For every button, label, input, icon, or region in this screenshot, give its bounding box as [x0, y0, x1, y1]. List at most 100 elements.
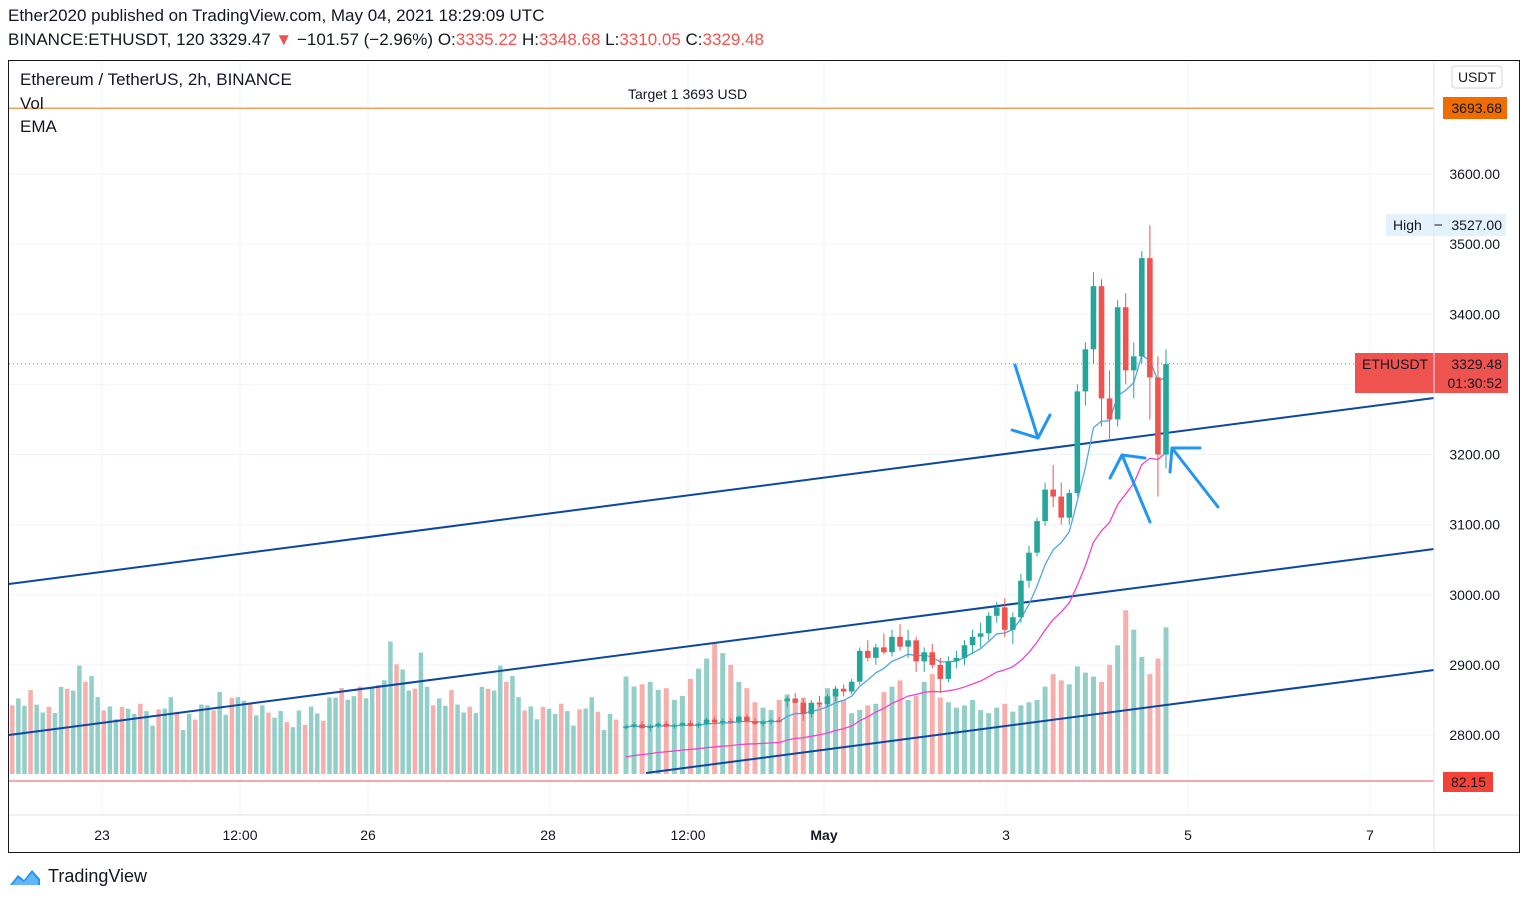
volume-bar: [345, 699, 350, 774]
volume-bar: [800, 697, 806, 774]
volume-bar: [1058, 680, 1064, 774]
candle-body: [1082, 349, 1089, 392]
candle-body: [856, 650, 863, 682]
volume-bar: [552, 713, 558, 774]
candle-body: [881, 647, 887, 653]
candle-body: [824, 696, 831, 705]
volume-bar: [449, 690, 454, 774]
volume-bar: [571, 725, 576, 774]
volume-bar: [266, 712, 271, 774]
arrow-head: [1010, 413, 1052, 440]
volume-bar: [363, 698, 369, 774]
volume-bar: [327, 697, 332, 774]
volume-bar: [193, 719, 198, 774]
volume-bar: [412, 688, 418, 774]
candle-body: [1050, 489, 1056, 497]
candle-body: [1026, 552, 1032, 581]
candle-body: [719, 720, 726, 723]
volume-bar: [46, 706, 52, 774]
candle-body: [1002, 607, 1008, 630]
candle-body: [1010, 617, 1016, 630]
last-price-value: 3329.48: [1451, 356, 1502, 372]
volume-bar: [162, 708, 167, 774]
volume-bar: [1082, 672, 1088, 774]
volume-bar: [58, 686, 64, 774]
candle-body: [631, 724, 637, 727]
candle-body: [848, 681, 855, 692]
volume-bar: [994, 707, 1000, 774]
ema-slow-line: [625, 452, 1167, 758]
volume-bar: [223, 714, 228, 774]
candle-body: [760, 721, 766, 724]
time-tick-label: 28: [540, 827, 556, 843]
down-triangle-icon: ▼: [275, 30, 293, 49]
volume-bar: [254, 715, 259, 774]
candle-body: [1155, 377, 1161, 455]
volume-bar: [260, 705, 265, 774]
currency-label: USDT: [1458, 69, 1497, 85]
candle-body: [1066, 493, 1073, 518]
volume-bar: [174, 711, 180, 774]
legend-vol: Vol: [20, 94, 44, 113]
candle-body: [808, 702, 815, 714]
candle-body: [679, 723, 686, 726]
volume-bar: [290, 727, 296, 774]
volume-bar: [760, 707, 766, 774]
tradingview-logo[interactable]: TradingView: [8, 866, 147, 887]
volume-bar: [540, 706, 546, 774]
candle-body: [647, 725, 653, 728]
volume-bar: [376, 685, 381, 774]
candle-body: [961, 645, 968, 658]
currency-box[interactable]: [1451, 65, 1503, 89]
volume-bar: [889, 686, 895, 774]
time-tick-label: 23: [94, 827, 110, 843]
volume-bar: [776, 699, 782, 774]
last-symbol-label: ETHUSDT: [1362, 356, 1429, 372]
volume-bar: [473, 713, 479, 774]
volume-bar: [406, 690, 411, 774]
volume-bar: [1042, 686, 1048, 774]
low-value: 3310.05: [619, 30, 681, 49]
volume-bar: [937, 697, 943, 774]
volume-bar: [583, 708, 588, 774]
candle-body: [1147, 258, 1153, 378]
candle-body: [623, 726, 629, 729]
volume-bar: [144, 711, 149, 774]
high-label: H:: [521, 30, 539, 49]
volume-bar: [978, 710, 984, 774]
price-change: −101.57 (−2.96%): [296, 30, 434, 49]
volume-bar: [321, 720, 326, 774]
volume-bar: [655, 689, 661, 774]
volume-bar: [278, 710, 283, 774]
volume-bar: [784, 694, 790, 774]
volume-bar: [424, 686, 430, 774]
volume-bar: [498, 665, 503, 774]
volume-bar: [168, 697, 174, 774]
channel-line-lower: [645, 669, 1435, 774]
volume-bar: [913, 696, 919, 774]
volume-bar: [1026, 702, 1032, 774]
volume-bar: [351, 696, 357, 774]
candle-body: [776, 720, 782, 722]
volume-bar: [1034, 699, 1040, 774]
candle-body: [671, 725, 678, 727]
volume-bar: [1163, 627, 1169, 774]
time-tick-label: 3: [1002, 827, 1010, 843]
volume-bar: [22, 705, 27, 774]
volume-bar: [479, 686, 485, 774]
low-label: L:: [605, 30, 620, 49]
time-tick-label: 26: [360, 827, 376, 843]
volume-bar: [613, 719, 619, 774]
volume-bar: [467, 706, 472, 774]
candle-body: [889, 636, 895, 653]
price-tick-label: 3100.00: [1449, 517, 1500, 533]
volume-bar: [865, 705, 871, 774]
volume-bar: [849, 713, 855, 774]
volume-bar: [631, 686, 637, 774]
volume-bar: [679, 696, 685, 774]
volume-bar: [113, 719, 119, 774]
volume-bar: [833, 692, 839, 774]
arrow-1: [1010, 363, 1052, 440]
candle-body: [993, 607, 1000, 616]
